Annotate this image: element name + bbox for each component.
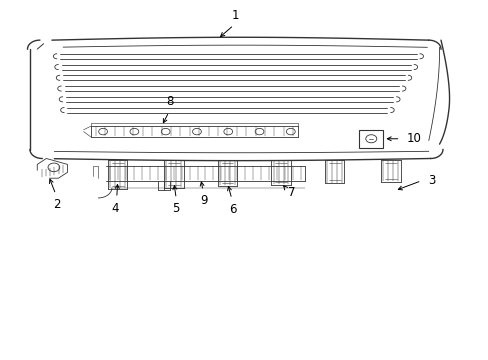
Text: 2: 2 xyxy=(53,198,61,211)
Bar xyxy=(358,130,383,148)
Text: 6: 6 xyxy=(228,203,236,216)
Text: 8: 8 xyxy=(166,95,173,108)
Text: 4: 4 xyxy=(111,202,118,215)
Text: 1: 1 xyxy=(231,9,239,22)
Text: 3: 3 xyxy=(427,174,435,186)
Text: 7: 7 xyxy=(288,186,295,199)
Text: 10: 10 xyxy=(406,132,420,145)
Text: 9: 9 xyxy=(200,194,207,207)
Text: 5: 5 xyxy=(172,202,180,215)
